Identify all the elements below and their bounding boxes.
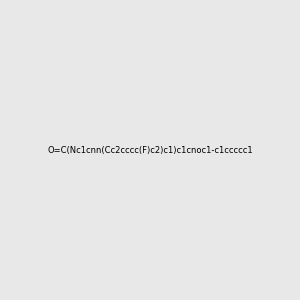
Text: O=C(Nc1cnn(Cc2cccc(F)c2)c1)c1cnoc1-c1ccccc1: O=C(Nc1cnn(Cc2cccc(F)c2)c1)c1cnoc1-c1ccc…: [47, 146, 253, 154]
